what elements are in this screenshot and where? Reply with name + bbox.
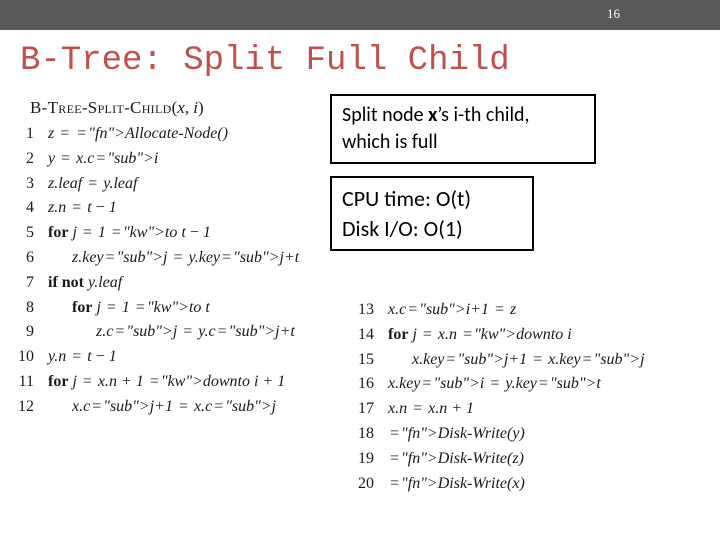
line-number: 6 xyxy=(12,246,34,271)
slide-title: B-Tree: Split Full Child xyxy=(20,42,720,80)
pseudocode-block-left: 1 z = ="fn">Allocate-Node() 2 y = x.c="sub"… xyxy=(12,122,299,420)
line-number: 11 xyxy=(12,370,34,395)
line-number: 10 xyxy=(12,345,34,370)
callout1-line2: which is full xyxy=(342,130,438,154)
code-line: 10 y.n = t − 1 xyxy=(12,345,299,370)
code-line: 19 ="fn">Disk-Write(z) xyxy=(352,447,645,472)
pseudocode-block-right: 13 x.c="sub">i+1 = z 14 for j = x.n ="kw">d… xyxy=(352,298,645,496)
function-name: B-Tree-Split-Child xyxy=(30,98,172,117)
line-number: 2 xyxy=(12,147,34,172)
line-number: 9 xyxy=(12,320,34,345)
line-body: x.key="sub">i = y.key="sub">t xyxy=(388,372,601,397)
line-number: 20 xyxy=(352,472,374,497)
page-number: 16 xyxy=(607,6,620,22)
code-line: 12 x.c="sub">j+1 = x.c="sub">j xyxy=(12,395,299,420)
line-body: ="fn">Disk-Write(x) xyxy=(388,472,525,497)
line-body: for j = 1 ="kw">to t xyxy=(48,296,210,321)
line-body: x.key="sub">j+1 = x.key="sub">j xyxy=(388,348,645,373)
code-line: 18 ="fn">Disk-Write(y) xyxy=(352,422,645,447)
callout2-line1: CPU time: O(t) xyxy=(342,185,471,212)
line-body: y = x.c="sub">i xyxy=(48,147,158,172)
code-line: 2 y = x.c="sub">i xyxy=(12,147,299,172)
callout1-post: ’s i-th child, xyxy=(437,103,529,127)
line-number: 5 xyxy=(12,221,34,246)
args-sep: , xyxy=(185,98,194,117)
line-number: 3 xyxy=(12,172,34,197)
line-body: x.c="sub">j+1 = x.c="sub">j xyxy=(48,395,276,420)
callout-description: Split node x’s i-th child, which is full xyxy=(330,94,596,164)
line-number: 17 xyxy=(352,397,374,422)
top-bar: 16 xyxy=(0,0,720,30)
code-line: 13 x.c="sub">i+1 = z xyxy=(352,298,645,323)
line-body: z.key="sub">j = y.key="sub">j+t xyxy=(48,246,299,271)
line-number: 13 xyxy=(352,298,374,323)
line-body: for j = x.n ="kw">downto i xyxy=(388,323,572,348)
line-body: x.c="sub">i+1 = z xyxy=(388,298,516,323)
callout-complexity: CPU time: O(t) Disk I/O: O(1) xyxy=(330,176,534,251)
line-number: 19 xyxy=(352,447,374,472)
line-body: z.c="sub">j = y.c="sub">j+t xyxy=(48,320,295,345)
line-body: z.leaf = y.leaf xyxy=(48,172,137,197)
code-line: 20 ="fn">Disk-Write(x) xyxy=(352,472,645,497)
code-line: 3 z.leaf = y.leaf xyxy=(12,172,299,197)
line-body: for j = x.n + 1 ="kw">downto i + 1 xyxy=(48,370,285,395)
code-line: 1 z = ="fn">Allocate-Node() xyxy=(12,122,299,147)
line-body: x.n = x.n + 1 xyxy=(388,397,474,422)
code-line: 7 if not y.leaf xyxy=(12,271,299,296)
line-number: 7 xyxy=(12,271,34,296)
code-line: 17 x.n = x.n + 1 xyxy=(352,397,645,422)
line-number: 12 xyxy=(12,395,34,420)
line-body: for j = 1 ="kw">to t − 1 xyxy=(48,221,211,246)
line-body: ="fn">Disk-Write(z) xyxy=(388,447,524,472)
line-number: 14 xyxy=(352,323,374,348)
line-body: y.n = t − 1 xyxy=(48,345,117,370)
line-body: z.n = t − 1 xyxy=(48,196,117,221)
line-number: 4 xyxy=(12,196,34,221)
pseudocode-header: B-Tree-Split-Child(x, i) xyxy=(30,98,204,118)
code-line: 9 z.c="sub">j = y.c="sub">j+t xyxy=(12,320,299,345)
line-body: z = ="fn">Allocate-Node() xyxy=(48,122,228,147)
line-number: 8 xyxy=(12,296,34,321)
line-number: 1 xyxy=(12,122,34,147)
callout1-em: x xyxy=(428,103,437,127)
line-body: if not y.leaf xyxy=(48,271,122,296)
line-body: ="fn">Disk-Write(y) xyxy=(388,422,525,447)
arg-x: x xyxy=(177,98,185,117)
callout1-pre: Split node xyxy=(342,103,428,127)
code-line: 11 for j = x.n + 1 ="kw">downto i + 1 xyxy=(12,370,299,395)
line-number: 16 xyxy=(352,372,374,397)
paren-close: ) xyxy=(198,98,204,117)
code-line: 5 for j = 1 ="kw">to t − 1 xyxy=(12,221,299,246)
line-number: 15 xyxy=(352,348,374,373)
code-line: 4 z.n = t − 1 xyxy=(12,196,299,221)
line-number: 18 xyxy=(352,422,374,447)
code-line: 8 for j = 1 ="kw">to t xyxy=(12,296,299,321)
callout2-line2: Disk I/O: O(1) xyxy=(342,215,463,242)
code-line: 15 x.key="sub">j+1 = x.key="sub">j xyxy=(352,348,645,373)
code-line: 16 x.key="sub">i = y.key="sub">t xyxy=(352,372,645,397)
code-line: 14 for j = x.n ="kw">downto i xyxy=(352,323,645,348)
code-line: 6 z.key="sub">j = y.key="sub">j+t xyxy=(12,246,299,271)
